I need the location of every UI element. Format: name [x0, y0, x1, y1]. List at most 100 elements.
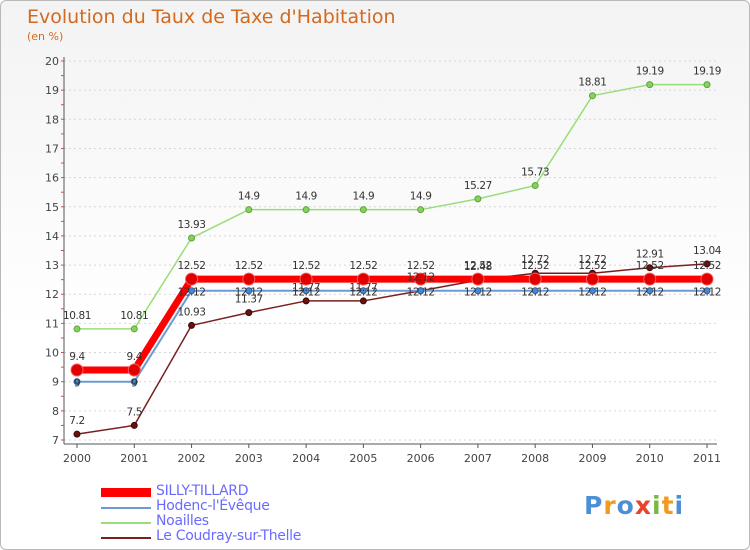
data-point — [414, 272, 428, 286]
y-tick-label: 15 — [45, 201, 59, 214]
y-tick-label: 11 — [45, 317, 59, 330]
data-point — [417, 206, 425, 214]
data-label: 12.12 — [578, 287, 606, 299]
data-point — [700, 272, 714, 286]
data-point — [73, 378, 81, 386]
chart-title: Evolution du Taux de Taxe d'Habitation — [27, 6, 396, 28]
y-tick-label: 16 — [45, 172, 59, 185]
data-point — [130, 421, 138, 429]
legend-item: Hodenc-l'Évêque — [101, 498, 401, 515]
data-point — [474, 195, 482, 203]
x-tick-label: 2003 — [235, 452, 263, 465]
legend-swatch — [101, 488, 151, 497]
y-axis-unit-label: (en %) — [27, 30, 64, 43]
x-tick-label: 2000 — [63, 452, 91, 465]
data-point — [130, 378, 138, 386]
legend-label: Hodenc-l'Évêque — [156, 498, 270, 514]
data-label: 9 — [74, 378, 80, 390]
x-tick-label: 2008 — [521, 452, 549, 465]
data-label: 12.52 — [292, 260, 320, 272]
legend-item: Noailles — [101, 513, 401, 530]
data-point — [70, 363, 84, 377]
data-label: 7.2 — [69, 415, 85, 427]
logo-letter: P — [584, 491, 604, 520]
data-point — [703, 287, 711, 295]
y-tick-label: 12 — [45, 288, 59, 301]
data-point — [474, 287, 482, 295]
y-tick-label: 14 — [45, 230, 59, 243]
data-point — [127, 363, 141, 377]
data-point — [73, 430, 81, 438]
data-label: 19.19 — [693, 66, 721, 78]
data-point — [245, 309, 253, 317]
data-point — [185, 272, 199, 286]
legend-label: Le Coudray-sur-Thelle — [156, 528, 302, 544]
x-tick-label: 2002 — [178, 452, 206, 465]
data-point — [359, 297, 367, 305]
data-point — [245, 206, 253, 214]
data-point — [646, 264, 654, 272]
data-label: 15.73 — [521, 166, 549, 178]
logo-letter: i — [674, 491, 685, 520]
data-label: 12.48 — [464, 261, 492, 273]
data-point — [73, 325, 81, 333]
x-tick-label: 2004 — [292, 452, 320, 465]
x-tick-label: 2011 — [693, 452, 721, 465]
data-label: 12.12 — [235, 287, 263, 299]
data-point — [188, 321, 196, 329]
data-label: 12.12 — [292, 287, 320, 299]
data-point — [242, 272, 256, 286]
data-point — [188, 287, 196, 295]
data-label: 10.81 — [63, 310, 91, 322]
y-tick-label: 9 — [52, 376, 59, 389]
data-label: 12.12 — [521, 287, 549, 299]
data-point — [703, 81, 711, 89]
data-label: 12.52 — [178, 260, 206, 272]
legend-label: SILLY-TILLARD — [156, 483, 249, 499]
data-label: 14.9 — [295, 191, 317, 203]
data-label: 12.72 — [578, 254, 606, 266]
data-point — [130, 325, 138, 333]
data-point — [356, 272, 370, 286]
data-label: 12.52 — [636, 260, 664, 272]
data-point — [646, 287, 654, 295]
y-tick-label: 17 — [45, 142, 59, 155]
y-tick-label: 8 — [52, 405, 59, 418]
x-tick-label: 2007 — [464, 452, 492, 465]
data-point — [188, 234, 196, 242]
logo-letter: r — [603, 491, 617, 520]
data-label: 12.52 — [407, 260, 435, 272]
series-line — [77, 83, 707, 330]
y-tick-label: 7 — [52, 434, 59, 447]
data-label: 12.12 — [349, 287, 377, 299]
legend: SILLY-TILLARD Hodenc-l'Évêque Noailles Le C… — [101, 483, 401, 545]
data-label: 19.19 — [636, 66, 664, 78]
series-line — [77, 275, 707, 374]
data-label: 12.72 — [521, 254, 549, 266]
legend-item: SILLY-TILLARD — [101, 483, 401, 500]
data-label: 18.81 — [578, 77, 606, 89]
x-tick-label: 2001 — [120, 452, 148, 465]
data-point — [245, 287, 253, 295]
y-tick-label: 13 — [45, 259, 59, 272]
x-tick-label: 2006 — [407, 452, 435, 465]
data-label: 11.77 — [349, 282, 377, 294]
proxiti-logo: Proxiti — [584, 491, 684, 520]
logo-letter: t — [661, 491, 675, 520]
data-point — [531, 181, 539, 189]
data-point — [585, 272, 599, 286]
data-point — [531, 287, 539, 295]
x-tick-label: 2005 — [349, 452, 377, 465]
data-label: 9 — [131, 378, 137, 390]
data-label: 12.52 — [521, 260, 549, 272]
data-label: 12.52 — [349, 260, 377, 272]
logo-letter: i — [652, 491, 662, 520]
data-label: 12.91 — [636, 249, 664, 261]
data-point — [528, 272, 542, 286]
data-label: 12.12 — [178, 287, 206, 299]
data-label: 9.4 — [69, 351, 85, 363]
x-tick-label: 2009 — [578, 452, 606, 465]
data-point — [299, 272, 313, 286]
